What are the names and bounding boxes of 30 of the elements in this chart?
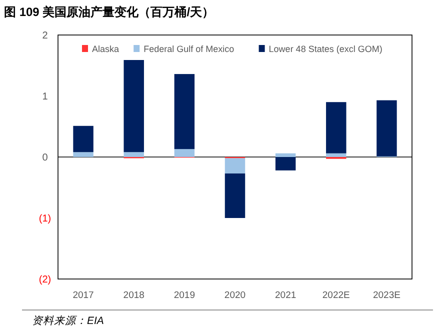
bar (326, 153, 346, 157)
y-tick-label: (1) (38, 214, 52, 224)
legend-label: Lower 48 States (excl GOM) (268, 44, 382, 54)
text: 资料来源：EIA (32, 315, 104, 327)
bar (124, 60, 144, 152)
bar (174, 74, 195, 150)
bar (376, 100, 397, 156)
bar (124, 152, 144, 157)
y-tick-label: 0 (42, 152, 48, 164)
bar (275, 153, 296, 157)
chart-title: 图 109 美国原油产量变化（百万桶/天） (4, 5, 214, 19)
bar (73, 126, 94, 152)
bar (174, 149, 195, 157)
x-tick-label: 2019 (174, 290, 195, 301)
x-tick-label: 2020 (224, 290, 246, 301)
bar (224, 158, 246, 174)
bar (224, 173, 246, 218)
y-tick-label: 1 (42, 92, 48, 102)
x-tick-label: 2023E (372, 290, 400, 301)
bar (326, 102, 346, 154)
legend-label: Alaska (92, 44, 120, 54)
y-tick-label: 2 (42, 30, 48, 42)
bar (73, 152, 94, 157)
x-tick-label: 2018 (123, 290, 144, 301)
x-tick-label: 2017 (72, 290, 94, 301)
x-tick-label: 2022E (322, 290, 350, 301)
y-tick-label: (2) (38, 274, 52, 286)
bar (275, 157, 296, 170)
legend-label: Federal Gulf of Mexico (144, 44, 234, 54)
x-tick-label: 2021 (275, 290, 296, 301)
